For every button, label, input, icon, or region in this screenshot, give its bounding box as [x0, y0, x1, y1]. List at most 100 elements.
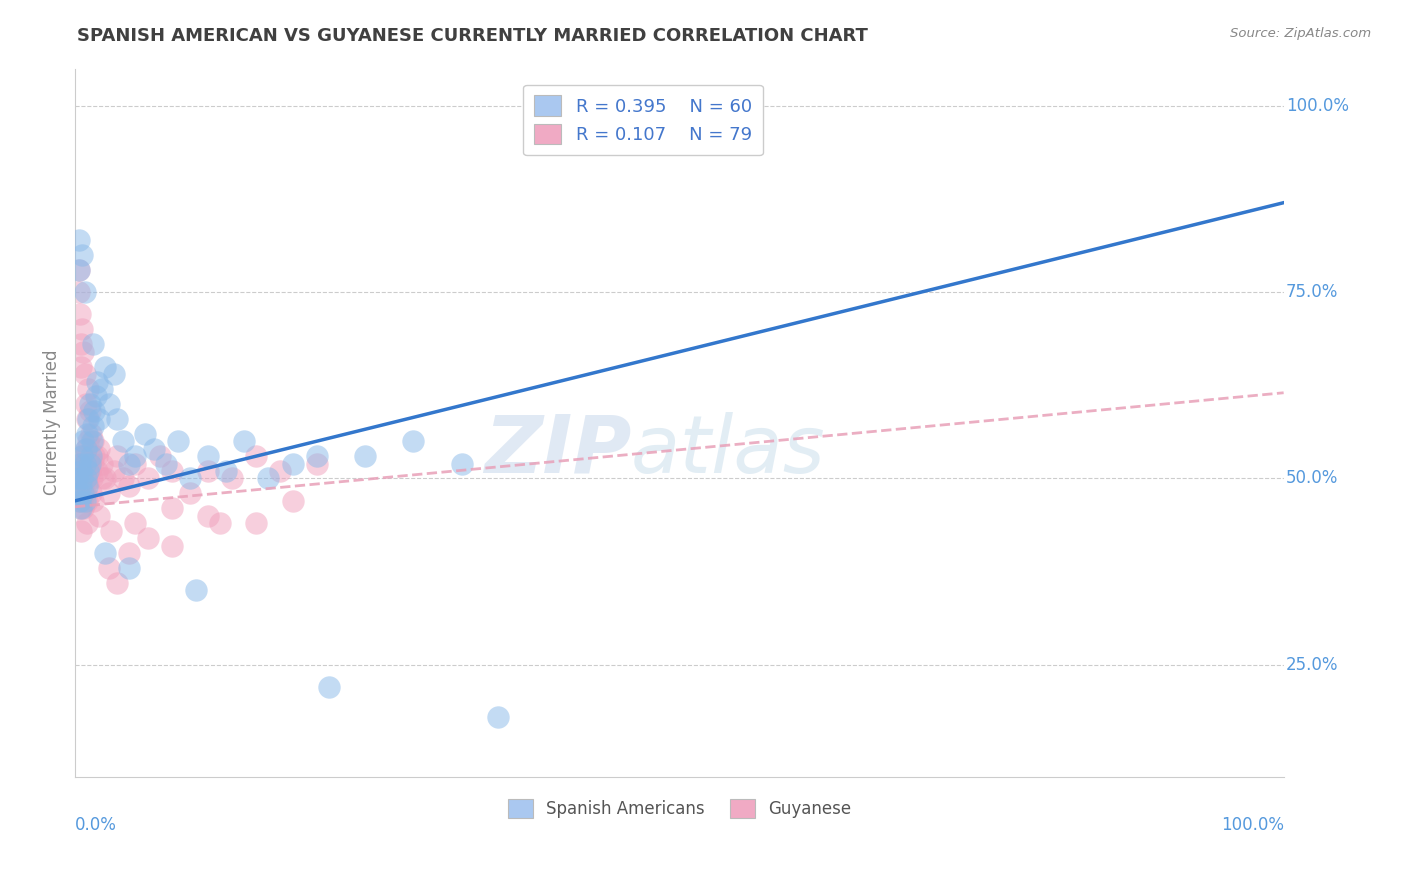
Point [73, 449, 96, 463]
Point [136, 471, 159, 485]
Point [67, 486, 90, 500]
Legend: Spanish Americans, Guyanese: Spanish Americans, Guyanese [501, 792, 858, 825]
Point [79, 457, 101, 471]
Point [67, 464, 90, 478]
Point [124, 457, 146, 471]
Point [305, 449, 328, 463]
Point [73, 493, 96, 508]
Point [70, 337, 93, 351]
Point [209, 516, 232, 531]
Point [75, 471, 97, 485]
Point [73, 285, 96, 300]
Point [94, 471, 117, 485]
Point [80, 471, 103, 485]
Point [90, 457, 112, 471]
Point [118, 479, 141, 493]
Text: ZIP: ZIP [484, 412, 631, 490]
Point [245, 516, 267, 531]
Point [155, 457, 177, 471]
Point [75, 471, 97, 485]
Point [90, 471, 112, 485]
Point [136, 531, 159, 545]
Point [73, 367, 96, 381]
Point [105, 412, 128, 426]
Point [69, 457, 91, 471]
Text: 50.0%: 50.0% [1286, 469, 1339, 487]
Point [486, 710, 509, 724]
Point [90, 382, 112, 396]
Point [197, 464, 219, 478]
Point [80, 434, 103, 449]
Point [80, 449, 103, 463]
Point [105, 449, 128, 463]
Point [77, 382, 100, 396]
Point [77, 434, 100, 449]
Point [67, 285, 90, 300]
Point [179, 471, 201, 485]
Point [76, 412, 98, 426]
Point [103, 464, 125, 478]
Point [70, 524, 93, 538]
Point [305, 457, 328, 471]
Point [82, 419, 104, 434]
Point [70, 464, 93, 478]
Text: 75.0%: 75.0% [1286, 283, 1339, 301]
Point [97, 561, 120, 575]
Point [233, 434, 256, 449]
Point [72, 248, 94, 262]
Point [82, 457, 104, 471]
Point [72, 344, 94, 359]
Point [67, 262, 90, 277]
Point [72, 486, 94, 500]
Point [76, 516, 98, 531]
Point [76, 457, 98, 471]
Point [89, 412, 111, 426]
Point [72, 501, 94, 516]
Point [97, 486, 120, 500]
Point [402, 434, 425, 449]
Point [94, 359, 117, 374]
Point [80, 486, 103, 500]
Point [67, 233, 90, 247]
Point [149, 449, 172, 463]
Point [83, 449, 105, 463]
Point [450, 457, 472, 471]
Y-axis label: Currently Married: Currently Married [44, 350, 60, 495]
Point [77, 464, 100, 478]
Text: 100.0%: 100.0% [1220, 815, 1284, 833]
Point [75, 442, 97, 456]
Point [86, 375, 108, 389]
Point [67, 262, 90, 277]
Point [94, 546, 117, 560]
Point [79, 404, 101, 418]
Point [70, 471, 93, 485]
Text: Source: ZipAtlas.com: Source: ZipAtlas.com [1230, 27, 1371, 40]
Point [89, 442, 111, 456]
Point [215, 464, 238, 478]
Point [124, 516, 146, 531]
Point [221, 471, 243, 485]
Point [83, 404, 105, 418]
Point [112, 471, 135, 485]
Point [197, 449, 219, 463]
Point [75, 442, 97, 456]
Point [77, 412, 100, 426]
Point [82, 434, 104, 449]
Point [105, 575, 128, 590]
Point [70, 501, 93, 516]
Point [69, 479, 91, 493]
Point [89, 508, 111, 523]
Point [67, 493, 90, 508]
Point [160, 539, 183, 553]
Text: atlas: atlas [631, 412, 825, 490]
Point [76, 426, 98, 441]
Point [69, 501, 91, 516]
Point [76, 493, 98, 508]
Point [79, 464, 101, 478]
Point [70, 486, 93, 500]
Point [118, 546, 141, 560]
Point [86, 464, 108, 478]
Point [197, 508, 219, 523]
Point [77, 479, 100, 493]
Point [75, 397, 97, 411]
